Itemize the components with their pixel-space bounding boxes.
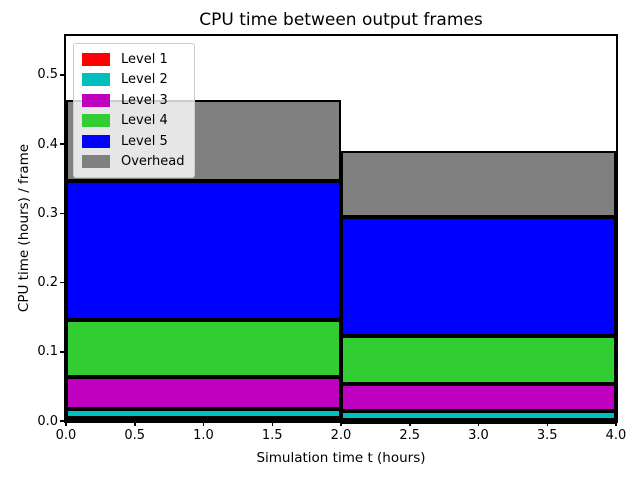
x-tick: [477, 421, 480, 426]
x-tick: [202, 421, 205, 426]
x-tick-label: 4.0: [605, 428, 627, 443]
legend-label: Level 3: [121, 92, 168, 108]
y-tick-label: 0.1: [37, 344, 58, 360]
legend-item-level-5: Level 5: [82, 131, 185, 152]
y-tick-label: 0.2: [37, 275, 58, 290]
legend-item-level-2: Level 2: [82, 70, 185, 91]
bar-segment-level-5: [66, 181, 341, 320]
x-tick: [271, 421, 273, 426]
bar-segment-level-3: [66, 376, 341, 409]
legend-swatch: [82, 52, 110, 66]
legend-label: Level 2: [121, 72, 168, 88]
x-tick: [615, 421, 617, 426]
legend-swatch: [82, 155, 110, 169]
y-tick: [60, 281, 65, 284]
legend-label: Overhead: [121, 154, 185, 170]
x-tick-label: 2.5: [399, 428, 421, 443]
y-tick: [60, 420, 65, 422]
x-tick: [546, 421, 548, 426]
legend-item-level-1: Level 1: [82, 49, 185, 70]
legend-label: Level 1: [121, 51, 168, 67]
legend-label: Level 4: [121, 113, 168, 129]
x-tick-label: 1.0: [193, 428, 214, 443]
legend: Level 1 Level 2 Level 3 Level 4 Level 5 Overh…: [73, 43, 195, 178]
x-tick-label: 2.0: [330, 428, 352, 443]
x-tick: [340, 421, 342, 426]
legend-label: Level 5: [121, 133, 168, 149]
bar-segment-level-5: [341, 216, 616, 336]
legend-item-level-3: Level 3: [82, 90, 185, 111]
legend-item-level-4: Level 4: [82, 111, 185, 132]
y-tick-label: 0.0: [37, 413, 58, 429]
bar-segment-level-3: [341, 384, 616, 412]
legend-swatch: [82, 134, 110, 148]
x-tick: [134, 421, 136, 426]
bar-segment-level-1: [66, 417, 341, 422]
x-tick: [65, 421, 67, 426]
x-axis-label: Simulation time t (hours): [256, 450, 426, 466]
y-tick-label: 0.3: [37, 205, 58, 221]
legend-swatch: [82, 93, 110, 107]
bar-segment-overhead: [341, 150, 616, 217]
x-tick-label: 0.0: [55, 428, 77, 443]
y-tick: [60, 74, 65, 76]
bar-segment-level-4: [66, 319, 341, 377]
y-tick: [60, 143, 65, 145]
x-tick-label: 1.5: [261, 428, 283, 443]
y-tick: [60, 212, 65, 215]
chart-title: CPU time between output frames: [199, 10, 483, 30]
bar-segment-level-2: [66, 408, 341, 418]
x-tick: [409, 421, 411, 426]
bar-segment-level-4: [341, 335, 616, 385]
x-tick-label: 3.0: [468, 428, 489, 443]
y-tick-label: 0.5: [37, 67, 58, 83]
legend-item-overhead: Overhead: [82, 152, 185, 173]
y-tick-label: 0.4: [37, 136, 58, 152]
legend-swatch: [82, 114, 110, 128]
x-tick-label: 3.5: [536, 428, 558, 443]
x-tick-label: 0.5: [124, 428, 146, 443]
legend-swatch: [82, 73, 110, 87]
y-tick: [60, 351, 65, 353]
bar-segment-level-2: [341, 411, 616, 420]
